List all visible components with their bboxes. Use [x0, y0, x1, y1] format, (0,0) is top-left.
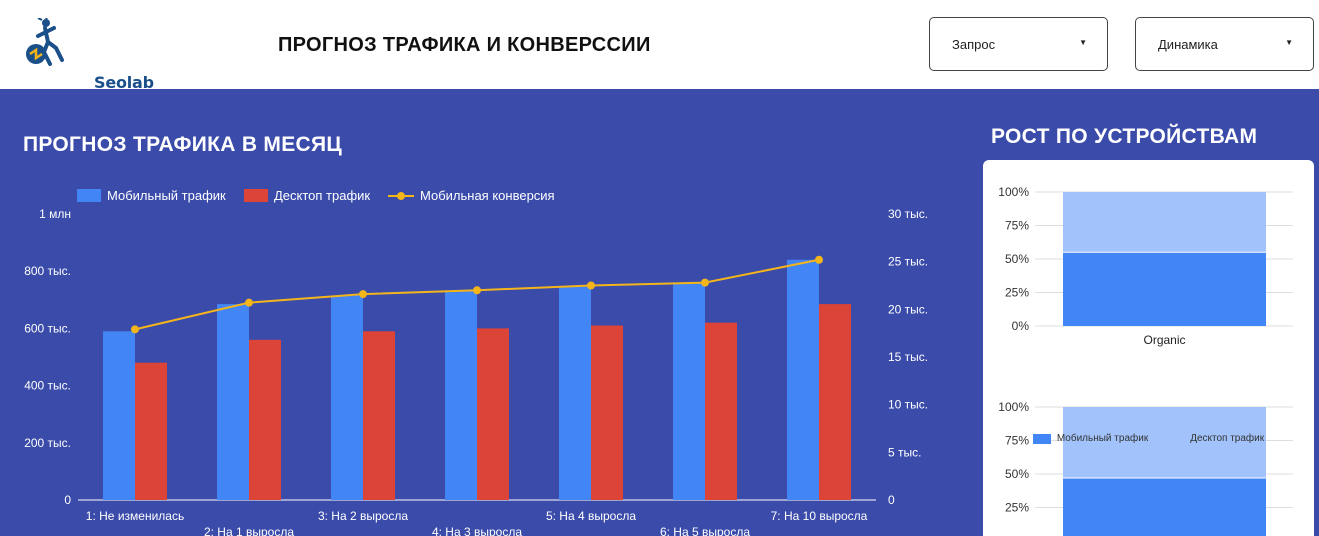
y-tick-label: 25%: [1005, 501, 1029, 515]
legend-label: Мобильная конверсия: [420, 187, 555, 203]
y-left-tick-label: 400 тыс.: [24, 379, 71, 393]
y-right-tick-label: 15 тыс.: [888, 350, 928, 364]
y-right-tick-label: 25 тыс.: [888, 255, 928, 269]
bar-desktop: [705, 322, 737, 500]
x-tick-label: 2: На 1 выросла: [204, 525, 294, 536]
y-left-tick-label: 800 тыс.: [24, 264, 71, 278]
bar-desktop: [477, 328, 509, 500]
legend-swatch: [1032, 433, 1051, 444]
bar-mobile: [331, 295, 363, 500]
y-left-tick-label: 1 млн: [39, 207, 71, 221]
dashboard-main: 0 200 тыс. 400 тыс. 600 тыс. 800 тыс. 1 млн 0 5…: [0, 89, 1319, 536]
legend-label: Десктоп трафик: [1190, 433, 1265, 444]
conversion-point: [245, 298, 253, 307]
bar-mobile: [673, 282, 705, 500]
dynamics-dropdown[interactable]: Динамика ▼: [1135, 17, 1314, 71]
y-tick-label: 75%: [1005, 219, 1029, 233]
logo-text: Seolab: [94, 73, 154, 92]
bar-desktop: [249, 339, 281, 500]
bar-desktop: [135, 362, 167, 500]
legend-item-conversion[interactable]: Мобильная конверсия: [388, 187, 555, 203]
legend-swatch: [244, 188, 268, 202]
query-dropdown[interactable]: Запрос ▼: [929, 17, 1108, 71]
y-tick-label: 75%: [1005, 434, 1029, 448]
stack-bar-desktop: [1063, 407, 1266, 479]
device-growth-card: 0% 25% 50% 75% 100% Organic 25% 50% 75% 100% Моби…: [983, 160, 1314, 536]
bar-desktop: [819, 304, 851, 500]
runner-logo-icon: [26, 15, 64, 66]
conversion-point: [359, 290, 367, 299]
x-tick-label: 7: На 10 выросла: [771, 509, 868, 523]
dynamics-dropdown-label: Динамика: [1158, 37, 1218, 52]
x-tick-label: 6: На 5 выросла: [660, 525, 750, 536]
legend-item-desktop[interactable]: Десктоп трафик: [244, 187, 370, 203]
stack-bar-desktop: [1063, 192, 1266, 253]
device-legend: Мобильный трафик Десктоп трафик: [983, 433, 1314, 444]
side-title: РОСТ ПО УСТРОЙСТВАМ: [991, 125, 1258, 148]
legend-item-mobile[interactable]: Мобильный трафик: [1032, 433, 1149, 444]
seolab-logo[interactable]: Seolab: [24, 15, 154, 92]
query-dropdown-label: Запрос: [952, 37, 996, 52]
bar-mobile: [103, 331, 135, 500]
chart-title: ПРОГНОЗ ТРАФИКА В МЕСЯЦ: [23, 133, 343, 156]
y-tick-label: 0%: [1012, 319, 1030, 333]
y-left-tick-label: 600 тыс.: [24, 321, 71, 335]
legend-item-desktop[interactable]: Десктоп трафик: [1166, 433, 1264, 444]
conversion-point: [701, 278, 709, 287]
y-right-tick-label: 30 тыс.: [888, 207, 928, 221]
y-right-tick-label: 20 тыс.: [888, 302, 928, 316]
legend-swatch: [388, 189, 414, 202]
bar-mobile: [787, 259, 819, 500]
legend-label: Мобильный трафик: [1056, 433, 1149, 444]
legend-item-mobile[interactable]: Мобильный трафик: [77, 187, 226, 203]
y-tick-label: 50%: [1005, 467, 1029, 481]
legend-swatch: [1166, 433, 1185, 444]
bar-mobile: [559, 286, 591, 500]
chevron-down-icon: ▼: [1285, 38, 1293, 47]
bar-desktop: [363, 331, 395, 500]
conversion-point: [815, 255, 823, 264]
page-title: ПРОГНОЗ ТРАФИКА И КОНВЕРССИИ: [278, 34, 651, 56]
x-tick-label: 5: На 4 выросла: [546, 509, 636, 523]
chevron-down-icon: ▼: [1079, 38, 1087, 47]
y-right-tick-label: 0: [888, 493, 895, 507]
bar-mobile: [217, 304, 249, 500]
conversion-point: [473, 286, 481, 295]
conversion-point: [131, 325, 139, 334]
x-tick-label: Organic: [1143, 333, 1185, 347]
y-tick-label: 100%: [998, 400, 1029, 414]
conversion-point: [587, 281, 595, 290]
legend-label: Десктоп трафик: [274, 187, 371, 203]
y-left-tick-label: 0: [64, 493, 71, 507]
bar-desktop: [591, 325, 623, 500]
header: Seolab ПРОГНОЗ ТРАФИКА И КОНВЕРССИИ Запр…: [0, 0, 1319, 92]
traffic-forecast-chart: 0 200 тыс. 400 тыс. 600 тыс. 800 тыс. 1 млн 0 5…: [24, 207, 928, 536]
x-tick-label: 4: На 3 выросла: [432, 525, 522, 536]
y-tick-label: 100%: [998, 185, 1029, 199]
y-tick-label: 25%: [1005, 286, 1029, 300]
stack-bar-mobile: [1063, 252, 1266, 326]
y-left-tick-label: 200 тыс.: [24, 436, 71, 450]
y-right-tick-label: 5 тыс.: [888, 445, 921, 459]
y-tick-label: 50%: [1005, 252, 1029, 266]
device-share-chart: 0% 25% 50% 75% 100% Organic 25% 50% 75% 100%: [998, 185, 1293, 536]
x-tick-label: 1: Не изменилась: [86, 509, 184, 523]
y-right-tick-label: 10 тыс.: [888, 398, 928, 412]
bar-mobile: [445, 291, 477, 500]
legend-label: Мобильный трафик: [107, 187, 226, 203]
legend-swatch: [77, 188, 101, 202]
x-tick-label: 3: На 2 выросла: [318, 509, 408, 523]
stack-bar-mobile: [1063, 478, 1266, 536]
